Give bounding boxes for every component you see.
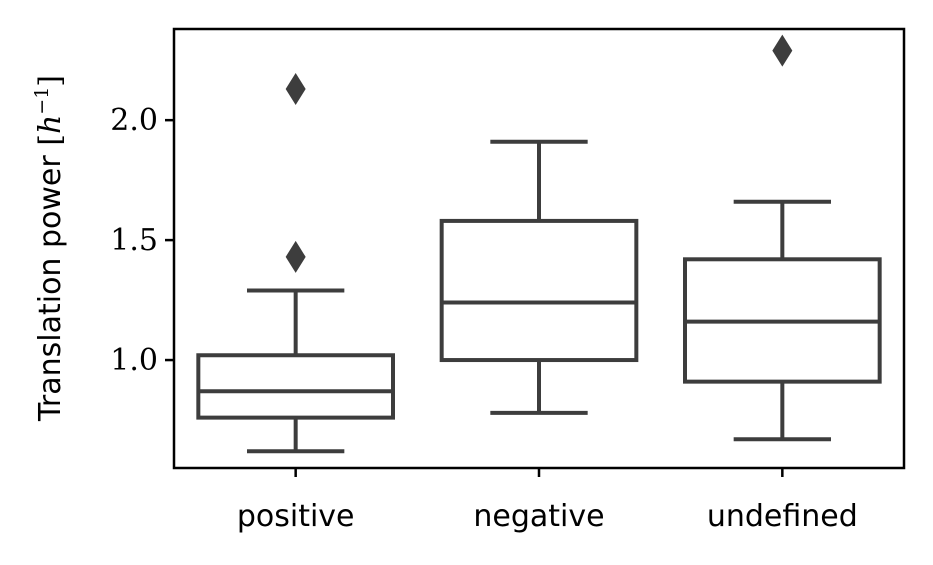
outlier-marker [772, 34, 793, 67]
y-tick-label: 1.0 [110, 343, 158, 378]
x-axis: positive negative undefined [237, 468, 858, 534]
y-axis-label-var: h [33, 115, 68, 134]
box-positive [196, 72, 395, 454]
y-tick-label: 2.0 [110, 103, 158, 138]
box-undefined [683, 34, 882, 442]
boxes-group [196, 34, 882, 454]
x-tick-label-undefined: undefined [707, 499, 858, 534]
y-axis-label-exp: −1 [31, 87, 53, 115]
x-tick-label-negative: negative [473, 499, 604, 534]
outlier-marker [285, 240, 306, 273]
y-tick-label: 1.5 [110, 223, 158, 258]
interquartile-box [196, 353, 395, 420]
x-tick-label-positive: positive [237, 499, 355, 534]
y-axis-label-text: Translation power [33, 146, 68, 422]
y-axis-label: Translation power [h−1] [31, 75, 68, 422]
interquartile-box [439, 218, 639, 363]
y-axis: 1.0 1.5 2.0 [110, 103, 174, 378]
y-axis-label-open: [ [33, 134, 68, 146]
outlier-marker [285, 72, 306, 105]
box-negative [439, 139, 639, 415]
y-axis-label-close: ] [33, 75, 68, 87]
